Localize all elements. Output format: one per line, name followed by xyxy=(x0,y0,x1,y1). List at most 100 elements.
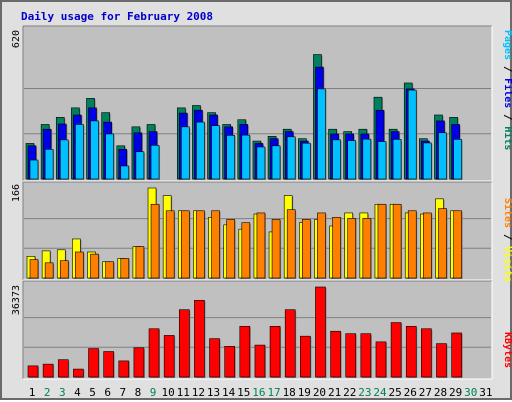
bar-sites-day-18 xyxy=(286,209,296,279)
side-legend-hits-files-pages: Pages / Files / Hits xyxy=(502,30,512,150)
bar-kbytes-day-28 xyxy=(436,343,447,378)
x-label-day-9: 9 xyxy=(150,386,157,399)
bar-sites-day-10 xyxy=(165,210,175,279)
x-label-day-7: 7 xyxy=(119,386,126,399)
side-legend-visits-sites: Sites / Visits xyxy=(502,198,512,282)
x-label-day-28: 28 xyxy=(434,386,447,399)
bar-kbytes-day-5 xyxy=(88,348,99,378)
x-label-day-23: 23 xyxy=(358,386,371,399)
bar-sites-day-2 xyxy=(44,262,54,279)
x-label-day-5: 5 xyxy=(89,386,96,399)
bar-pages-day-18 xyxy=(286,136,296,180)
bar-sites-day-8 xyxy=(135,246,145,279)
side-legend-kbytes: KBytes xyxy=(502,332,512,368)
bar-kbytes-day-23 xyxy=(360,333,372,378)
chart-title: Daily usage for February 2008 xyxy=(21,10,213,23)
bar-kbytes-day-20 xyxy=(315,286,326,378)
bar-sites-day-3 xyxy=(59,260,69,279)
bar-pages-day-19 xyxy=(302,142,311,180)
bar-kbytes-day-3 xyxy=(57,359,69,378)
bar-sites-day-5 xyxy=(90,253,99,279)
bar-kbytes-day-27 xyxy=(421,328,432,378)
bar-kbytes-day-9 xyxy=(148,328,160,378)
panel-hits-files-pages xyxy=(22,25,493,182)
bar-pages-day-4 xyxy=(75,124,84,180)
bar-sites-day-21 xyxy=(332,216,341,279)
bar-kbytes-day-22 xyxy=(345,333,357,378)
bar-pages-day-2 xyxy=(44,149,54,180)
x-label-day-15: 15 xyxy=(237,386,250,399)
bar-pages-day-17 xyxy=(271,145,281,180)
side-legend-part: Hits xyxy=(502,126,512,150)
x-label-day-1: 1 xyxy=(29,386,36,399)
bar-sites-day-28 xyxy=(438,208,447,279)
y-max-labels: 620 166 36373 xyxy=(11,30,22,315)
bar-kbytes-day-12 xyxy=(194,299,205,378)
x-label-day-11: 11 xyxy=(177,386,190,399)
x-label-day-22: 22 xyxy=(343,386,356,399)
bar-sites-day-19 xyxy=(302,219,311,279)
bar-kbytes-day-17 xyxy=(269,325,281,378)
bar-kbytes-day-24 xyxy=(375,341,387,378)
bar-kbytes-day-13 xyxy=(209,338,220,378)
x-label-day-24: 24 xyxy=(373,386,387,399)
x-label-day-6: 6 xyxy=(104,386,111,399)
bar-kbytes-day-7 xyxy=(118,360,130,378)
bar-kbytes-day-18 xyxy=(284,309,296,378)
bar-kbytes-day-10 xyxy=(163,335,175,378)
bar-pages-day-20 xyxy=(317,88,326,180)
bar-kbytes-day-26 xyxy=(405,325,417,378)
x-label-day-19: 19 xyxy=(298,386,311,399)
y-max-label-visits: 166 xyxy=(11,184,22,202)
x-label-day-13: 13 xyxy=(207,386,220,399)
bar-sites-day-4 xyxy=(75,251,84,279)
bar-sites-day-7 xyxy=(120,258,130,279)
panel-kbytes xyxy=(22,280,493,380)
bar-sites-day-12 xyxy=(196,210,205,279)
bar-sites-day-17 xyxy=(271,219,281,279)
bar-sites-day-20 xyxy=(317,212,326,279)
x-label-day-29: 29 xyxy=(449,386,462,399)
bar-pages-day-26 xyxy=(407,89,417,180)
x-label-day-3: 3 xyxy=(59,386,66,399)
bar-pages-day-23 xyxy=(362,138,372,180)
bar-pages-day-12 xyxy=(196,121,205,180)
x-label-day-8: 8 xyxy=(135,386,142,399)
side-legend-part: KBytes xyxy=(502,332,512,368)
x-label-day-25: 25 xyxy=(388,386,401,399)
bar-pages-day-15 xyxy=(241,134,251,180)
bar-pages-day-13 xyxy=(211,125,220,180)
bar-pages-day-11 xyxy=(180,126,190,180)
x-label-day-17: 17 xyxy=(267,386,280,399)
bar-sites-day-16 xyxy=(256,212,266,279)
bar-pages-day-14 xyxy=(226,135,235,180)
bar-kbytes-day-25 xyxy=(390,322,402,378)
bar-kbytes-day-19 xyxy=(300,335,311,378)
bar-pages-day-3 xyxy=(59,139,69,180)
side-legend-text: Sites / Visits xyxy=(502,198,512,282)
bar-kbytes-day-15 xyxy=(239,325,251,378)
bar-pages-day-9 xyxy=(150,145,160,180)
bar-sites-day-25 xyxy=(392,203,402,279)
bar-pages-day-1 xyxy=(29,159,39,180)
bar-kbytes-day-6 xyxy=(103,351,114,378)
bar-kbytes-day-1 xyxy=(27,365,39,378)
side-legend-part: Visits xyxy=(502,246,512,282)
x-label-day-31: 31 xyxy=(479,386,492,399)
bar-pages-day-28 xyxy=(438,132,447,180)
bar-sites-day-24 xyxy=(377,203,387,279)
side-legend-text: KBytes xyxy=(502,332,512,368)
x-label-day-27: 27 xyxy=(419,386,432,399)
bar-pages-day-22 xyxy=(347,140,357,180)
bar-pages-day-29 xyxy=(453,139,462,180)
side-legend-part: / xyxy=(502,228,512,246)
side-legend-part: Sites xyxy=(502,198,512,228)
x-label-day-18: 18 xyxy=(283,386,296,399)
side-legend-part: / xyxy=(502,60,512,78)
x-label-day-10: 10 xyxy=(162,386,175,399)
side-legend-part: Pages xyxy=(502,30,512,60)
bar-kbytes-day-21 xyxy=(330,330,341,378)
bar-pages-day-7 xyxy=(120,165,130,180)
